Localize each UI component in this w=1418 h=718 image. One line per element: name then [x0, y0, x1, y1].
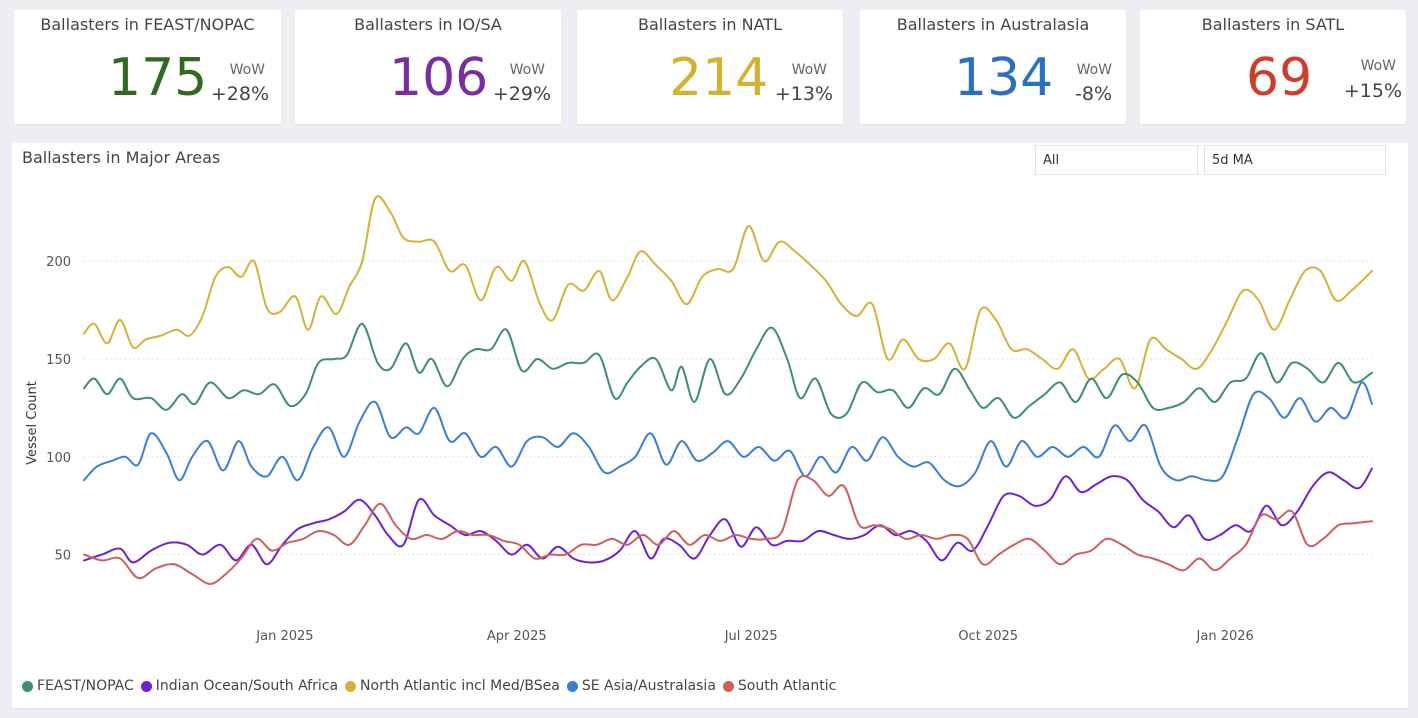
- kpi-title: Ballasters in NATL: [638, 15, 782, 34]
- kpi-title: Ballasters in Australasia: [896, 15, 1090, 34]
- chart-title: Ballasters in Major Areas: [22, 148, 221, 167]
- legend-item[interactable]: Indian Ocean/South Africa: [140, 678, 339, 694]
- chart-panel: 50 100 150 200 Jan 2025 Apr 2025 Jul 2025 Oct 2…: [12, 143, 1408, 708]
- kpi-title: Ballasters in SATL: [1201, 15, 1345, 34]
- x-tick-label: Oct 2025: [958, 629, 1018, 644]
- legend-color-dot: [566, 680, 578, 692]
- kpi-card-australasia: Ballasters in Australasia 134 WoW -8%: [860, 10, 1126, 124]
- kpi-card-natl: Ballasters in NATL 214 WoW +13%: [577, 10, 843, 124]
- legend-item[interactable]: South Atlantic: [722, 678, 837, 694]
- y-axis-label: Vessel Count: [25, 381, 40, 465]
- x-tick-label: Jan 2026: [1196, 629, 1254, 644]
- series-line-south-atlantic: [83, 474, 1373, 585]
- legend-label: Indian Ocean/South Africa: [155, 678, 339, 694]
- x-tick-label: Jul 2025: [724, 629, 778, 644]
- legend-label: SE Asia/Australasia: [581, 678, 716, 694]
- kpi-wow-label: WoW: [1076, 62, 1112, 78]
- legend-color-dot: [140, 680, 152, 692]
- moving-average-dropdown[interactable]: 5d MA: [1204, 145, 1386, 175]
- region-filter-dropdown[interactable]: All: [1035, 145, 1198, 175]
- kpi-title: Ballasters in IO/SA: [354, 15, 502, 34]
- kpi-value: 106: [389, 48, 489, 108]
- kpi-wow-label: WoW: [1360, 58, 1396, 74]
- kpi-wow-label: WoW: [509, 62, 545, 78]
- kpi-card-io-sa: Ballasters in IO/SA 106 WoW +29%: [295, 10, 561, 124]
- y-tick-label: 200: [46, 255, 71, 270]
- kpi-value: 175: [108, 48, 208, 108]
- legend-color-dot: [22, 680, 33, 692]
- series-line-feast-nopac: [83, 322, 1373, 419]
- chart-legend: FEAST/NOPAC Indian Ocean/South Africa Nort…: [22, 678, 843, 694]
- kpi-card-satl: Ballasters in SATL 69 WoW +15%: [1140, 10, 1406, 124]
- legend-item[interactable]: North Atlantic incl Med/BSea: [345, 678, 560, 694]
- kpi-wow-label: WoW: [229, 62, 265, 78]
- legend-item[interactable]: SE Asia/Australasia: [566, 678, 716, 694]
- series-line-indian-ocean-south-africa: [83, 467, 1373, 566]
- y-tick-label: 100: [46, 451, 71, 466]
- kpi-title: Ballasters in FEAST/NOPAC: [40, 15, 255, 34]
- legend-color-dot: [345, 680, 357, 692]
- kpi-wow-value: -8%: [1075, 83, 1112, 105]
- legend-item[interactable]: FEAST/NOPAC: [22, 678, 134, 694]
- kpi-value: 134: [954, 48, 1054, 108]
- legend-label: South Atlantic: [737, 678, 837, 694]
- kpi-wow-value: +13%: [774, 83, 833, 105]
- x-tick-label: Jan 2025: [255, 629, 313, 644]
- series-line-north-atlantic-incl-med-bsea: [83, 195, 1373, 390]
- y-tick-label: 50: [54, 549, 71, 564]
- legend-label: North Atlantic incl Med/BSea: [360, 678, 560, 694]
- kpi-value: 69: [1246, 48, 1313, 108]
- x-tick-label: Apr 2025: [487, 629, 547, 644]
- legend-color-dot: [722, 680, 734, 692]
- kpi-card-feast-nopac: Ballasters in FEAST/NOPAC 175 WoW +28%: [14, 10, 281, 124]
- series-line-se-asia-australasia: [83, 381, 1373, 488]
- kpi-value: 214: [669, 48, 769, 108]
- line-chart: 50 100 150 200 Jan 2025 Apr 2025 Jul 2025 Oct 2…: [25, 195, 1373, 644]
- kpi-wow-label: WoW: [791, 62, 827, 78]
- kpi-wow-value: +29%: [492, 83, 551, 105]
- kpi-wow-value: +28%: [210, 83, 269, 105]
- legend-label: FEAST/NOPAC: [37, 678, 134, 694]
- y-tick-label: 150: [46, 353, 71, 368]
- kpi-wow-value: +15%: [1343, 80, 1402, 102]
